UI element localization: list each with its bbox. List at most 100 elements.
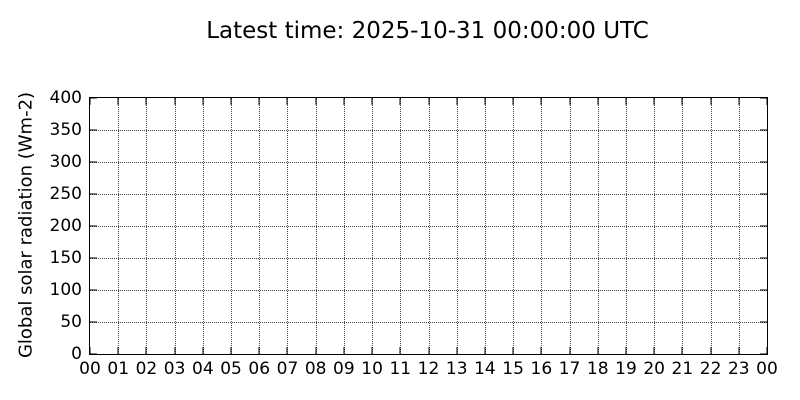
y-tick-label: 400 (49, 88, 82, 108)
plot-area: 00 01 02 03 04 05 06 07 08 09 10 11 12 13 14 15 16 17 18 19… (50, 88, 778, 379)
x-tick-bottom (484, 347, 486, 354)
x-tick-label: 03 (163, 359, 186, 379)
x-tick-bottom (174, 347, 176, 354)
x-tick-bottom (315, 347, 317, 354)
x-tick-top (484, 98, 486, 105)
y-tick-left (90, 129, 97, 131)
x-tick-label: 01 (107, 359, 130, 379)
y-tick-right (760, 289, 767, 291)
x-tick-bottom (653, 347, 655, 354)
y-tick-left (90, 353, 97, 355)
x-tick-label: 17 (558, 359, 581, 379)
x-tick-label: 06 (248, 359, 271, 379)
x-tick-top (286, 98, 288, 105)
x-tick-bottom (145, 347, 147, 354)
h-gridline (90, 194, 767, 195)
x-tick-top (597, 98, 599, 105)
x-tick-label: 13 (445, 359, 468, 379)
y-tick-left (90, 321, 97, 323)
x-tick-label: 07 (276, 359, 299, 379)
x-tick-label: 19 (615, 359, 637, 379)
x-tick-bottom (710, 347, 712, 354)
y-tick-label: 300 (49, 152, 82, 172)
x-tick-bottom (399, 347, 401, 354)
x-tick-top (512, 98, 514, 105)
x-tick-bottom (512, 347, 514, 354)
x-tick-top (738, 98, 740, 105)
x-tick-bottom (202, 347, 204, 354)
h-gridline (90, 258, 767, 259)
x-tick-bottom (117, 347, 119, 354)
x-tick-label: 23 (727, 359, 750, 379)
y-tick-left (90, 97, 97, 99)
x-tick-top (569, 98, 571, 105)
y-tick-label: 150 (49, 248, 82, 268)
x-tick-label: 05 (220, 359, 242, 379)
x-tick-label: 02 (135, 359, 158, 379)
h-gridline (90, 290, 767, 291)
h-gridline (90, 322, 767, 323)
x-tick-bottom (456, 347, 458, 354)
y-tick-right (760, 129, 767, 131)
x-tick-top (653, 98, 655, 105)
x-tick-bottom (766, 347, 768, 354)
x-tick-top (428, 98, 429, 105)
x-tick-bottom (569, 347, 571, 354)
x-tick-top (710, 98, 712, 105)
x-tick-top (230, 98, 232, 105)
x-tick-bottom (258, 347, 260, 354)
x-tick-top (766, 98, 768, 105)
y-tick-right (760, 353, 767, 355)
x-tick-label: 10 (361, 359, 383, 379)
x-tick-bottom (625, 347, 627, 354)
y-tick-left (90, 225, 97, 227)
x-tick-label: 00 (79, 359, 101, 379)
h-gridline (90, 162, 767, 163)
x-tick-bottom (89, 347, 91, 354)
y-tick-label: 50 (60, 312, 82, 332)
x-tick-label: 18 (586, 359, 609, 379)
y-tick-right (760, 193, 767, 195)
x-tick-label: 21 (671, 359, 694, 379)
x-tick-top (456, 98, 458, 105)
x-tick-bottom (230, 347, 232, 354)
x-tick-top (540, 98, 542, 105)
x-tick-top (174, 98, 176, 105)
x-tick-label: 11 (389, 359, 412, 379)
y-tick-right (760, 225, 767, 227)
x-tick-label: 00 (756, 359, 778, 379)
y-tick-label: 250 (49, 184, 82, 204)
y-tick-left (90, 161, 97, 163)
y-tick-label: 350 (49, 120, 82, 140)
y-tick-left (90, 289, 97, 291)
y-tick-left (90, 193, 97, 195)
x-tick-bottom (540, 347, 542, 354)
x-tick-label: 22 (699, 359, 722, 379)
data-series-layer (90, 98, 767, 354)
x-tick-top (399, 98, 401, 105)
y-tick-left (90, 257, 97, 259)
h-gridline (90, 130, 767, 131)
x-tick-label: 16 (530, 359, 553, 379)
x-tick-bottom (597, 347, 599, 354)
x-tick-top (625, 98, 627, 105)
x-tick-bottom (343, 347, 345, 354)
x-tick-top (343, 98, 345, 105)
x-tick-bottom (428, 347, 429, 354)
x-tick-top (371, 98, 373, 105)
x-tick-top (89, 98, 91, 105)
chart-title: Latest time: 2025-10-31 00:00:00 UTC (206, 18, 649, 44)
x-tick-top (145, 98, 147, 105)
x-tick-label: 20 (643, 359, 665, 379)
y-tick-right (760, 321, 767, 323)
y-tick-right (760, 161, 767, 163)
x-tick-top (315, 98, 317, 105)
x-tick-label: 14 (474, 359, 496, 379)
y-tick-label: 0 (71, 344, 82, 364)
x-tick-label: 09 (333, 359, 355, 379)
x-tick-top (681, 98, 683, 105)
y-tick-label: 100 (49, 280, 82, 300)
x-tick-bottom (738, 347, 740, 354)
x-tick-top (202, 98, 204, 105)
